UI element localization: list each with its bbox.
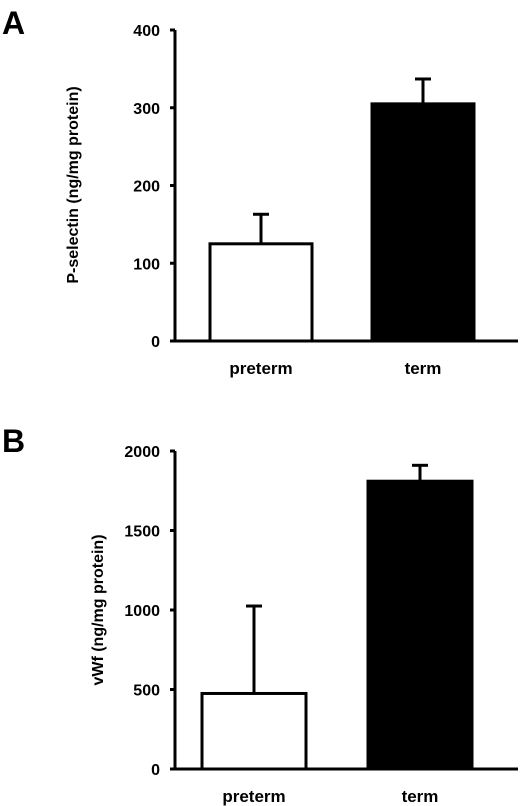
- y-tick-label-b-4: 2000: [124, 444, 160, 461]
- category-label-b-preterm: preterm: [222, 787, 285, 806]
- bar-b-term: [366, 479, 474, 771]
- y-tick-label-a-3: 300: [133, 101, 160, 118]
- y-tick-label-b-3: 1500: [124, 524, 160, 541]
- panel-b: B vWf (ng/mg protein) 0 500 1000 1500 2000 pr…: [2, 423, 518, 806]
- y-tick-label-b-2: 1000: [124, 603, 160, 620]
- y-tick-label-a-4: 400: [133, 23, 160, 40]
- category-label-a-preterm: preterm: [229, 359, 292, 378]
- y-tick-label-b-0: 0: [151, 762, 160, 779]
- y-axis-title-b: vWf (ng/mg protein): [90, 534, 107, 685]
- panel-letter-b: B: [2, 423, 25, 459]
- y-tick-label-a-0: 0: [151, 334, 160, 351]
- category-label-a-term: term: [405, 359, 442, 378]
- y-tick-label-a-1: 100: [133, 256, 160, 273]
- category-label-b-term: term: [402, 787, 439, 806]
- bar-a-term: [370, 102, 476, 343]
- bar-b-preterm: [200, 691, 308, 771]
- y-tick-label-b-1: 500: [133, 683, 160, 700]
- y-axis-title-a: P-selectin (ng/mg protein): [65, 86, 82, 283]
- bar-a-preterm: [208, 242, 314, 343]
- panel-letter-a: A: [2, 5, 25, 41]
- y-tick-label-a-2: 200: [133, 179, 160, 196]
- panel-a: A P-selectin (ng/mg protein) 0 100 200 300 4…: [2, 5, 518, 378]
